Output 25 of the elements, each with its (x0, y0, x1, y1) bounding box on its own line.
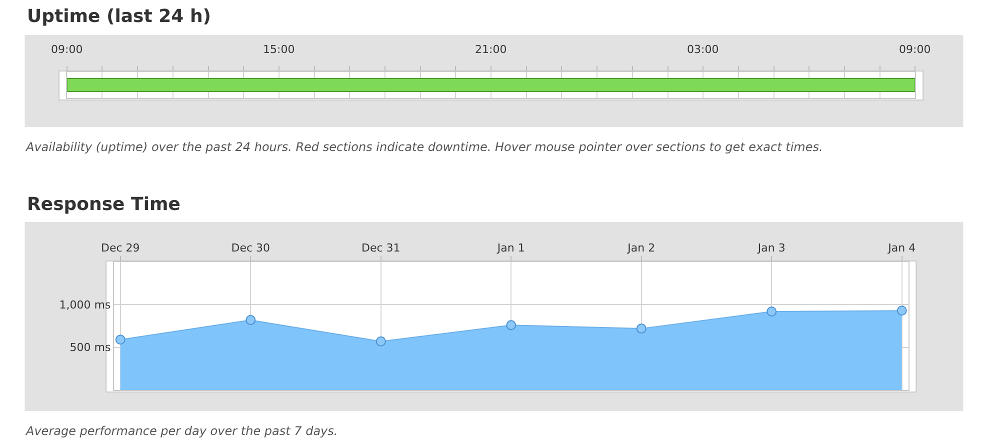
point (246, 315, 256, 326)
point (896, 306, 907, 316)
point (636, 324, 646, 334)
text: 03:00 (687, 43, 719, 56)
x-tick-label: Jan 1 (496, 242, 525, 255)
point (506, 320, 516, 330)
chart-title: Uptime (last 24 h) (27, 6, 211, 27)
x-tick-label: Jan 2 (626, 242, 656, 255)
x-tick-label: Dec 31 (362, 242, 400, 255)
x-tick-label: Jan 3 (756, 242, 786, 255)
x-tick-label: Dec 30 (231, 242, 270, 255)
x-tick-label: Dec 29 (101, 242, 140, 255)
x-tick-label: Jan 4 (887, 242, 916, 255)
y-tick-label: 1,000 ms (59, 298, 111, 312)
point (376, 336, 386, 346)
text: Average performance per day over the past 7 days. (25, 424, 338, 438)
point (766, 306, 777, 316)
point (115, 334, 126, 345)
text: Availability (uptime) over the past 24 hours. Red sections indicate downtime. Hover mouse pointer over sections to get exact times. (25, 140, 823, 154)
text: 09:00 (51, 43, 83, 56)
chart-title: Response Time (27, 194, 180, 215)
text: 09:00 (899, 43, 931, 56)
text: 21:00 (475, 43, 507, 56)
y-tick-label: 500 ms (70, 341, 111, 354)
text: 15:00 (263, 43, 295, 56)
